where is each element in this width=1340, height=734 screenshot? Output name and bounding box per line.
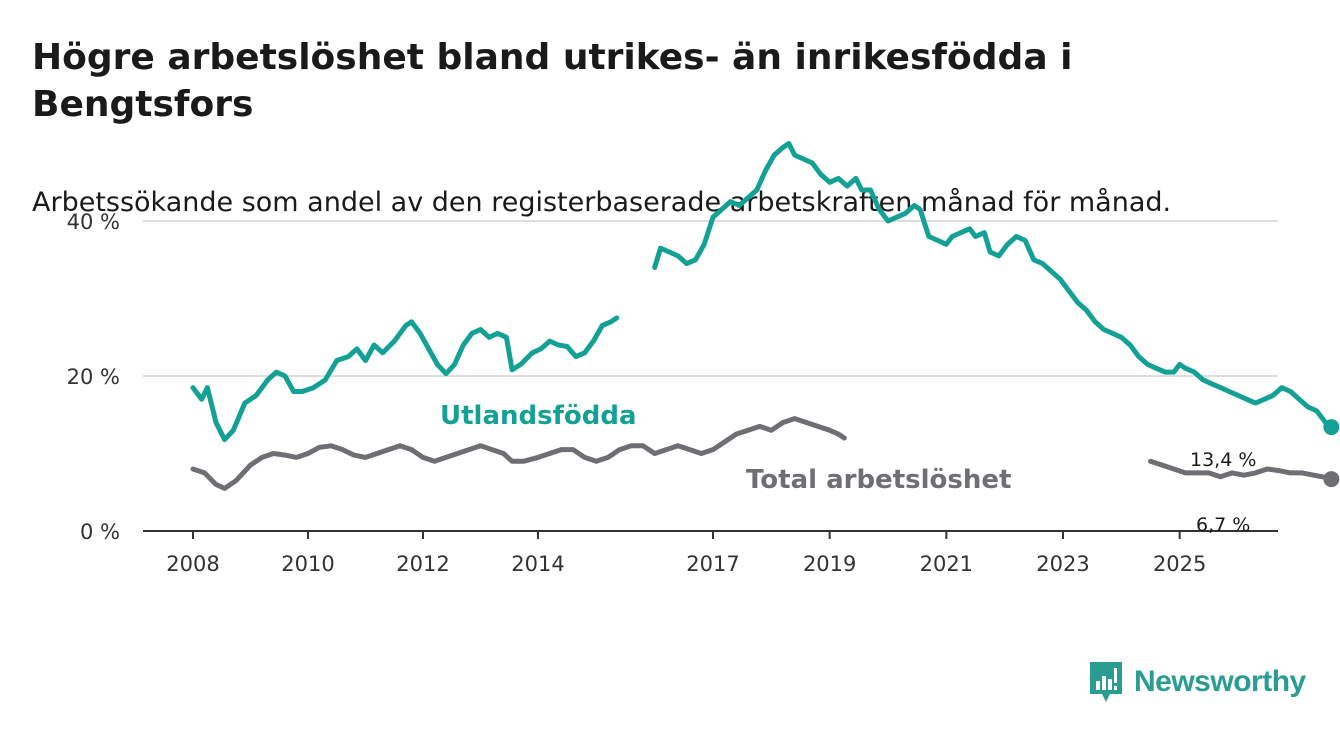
x-tick-label: 2017 (686, 552, 739, 576)
end-point-utlandsfodda (1323, 419, 1340, 436)
x-tick-label: 2019 (803, 552, 856, 576)
newsworthy-brand[interactable]: Newsworthy (1088, 660, 1306, 704)
end-value-total: 6,7 % (1196, 514, 1250, 536)
x-tick-label: 2012 (396, 552, 449, 576)
end-point-total (1323, 471, 1340, 488)
brand-name: Newsworthy (1134, 665, 1306, 698)
series-lines (190, 141, 1340, 491)
y-tick-label: 20 % (67, 365, 120, 389)
chart-labels: Utlandsfödda Total arbetslöshet 13,4 % 6,7 … (440, 401, 1256, 536)
x-tick-label: 2014 (511, 552, 564, 576)
x-tick-label: 2010 (281, 552, 334, 576)
y-tick-label: 40 % (67, 210, 120, 234)
series-line-utlandsfodda (190, 315, 620, 443)
y-tick-label: 0 % (80, 520, 120, 544)
x-axis-ticks: 2008 2010 2012 2014 2017 2019 2021 2023 2025 (166, 531, 1206, 576)
end-value-utlandsfodda: 13,4 % (1190, 449, 1256, 471)
series-label-utlandsfodda: Utlandsfödda (440, 401, 637, 431)
series-line-utlandsfodda (652, 141, 1334, 430)
series-line-total (1148, 458, 1334, 482)
x-tick-label: 2008 (166, 552, 219, 576)
chart-title: Högre arbetslöshet bland utrikes- än inr… (32, 37, 1073, 125)
gridlines: 0 % 20 % 40 % (67, 210, 1278, 544)
x-tick-label: 2021 (920, 552, 973, 576)
x-tick-label: 2023 (1036, 552, 1089, 576)
chart-subtitle: Arbetssökande som andel av den registerb… (32, 187, 1172, 218)
newsworthy-logo-icon (1090, 662, 1122, 702)
series-label-total: Total arbetslöshet (746, 465, 1011, 495)
line-chart: 0 % 20 % 40 % 2008 2010 2012 2014 2017 2019 2021… (67, 141, 1340, 576)
series-line-total (190, 416, 847, 491)
x-tick-label: 2025 (1153, 552, 1206, 576)
